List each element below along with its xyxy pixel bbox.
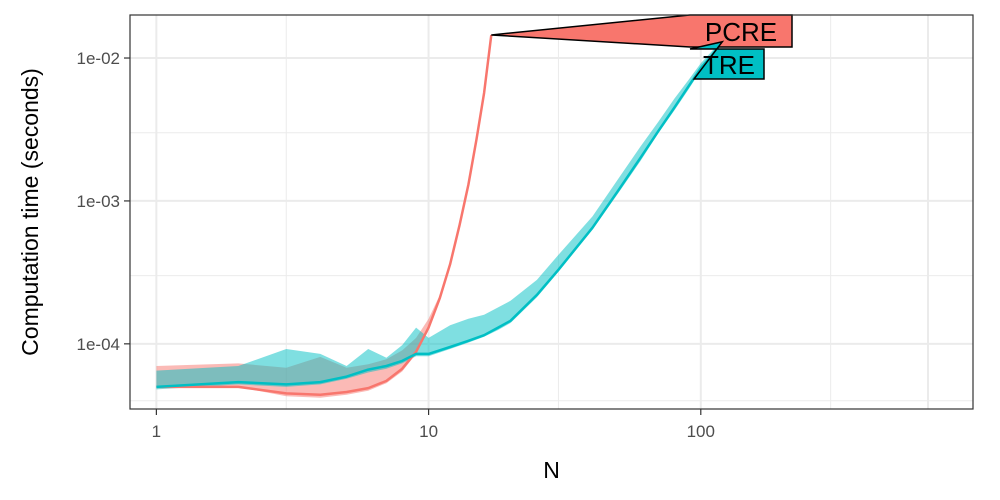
tre-label: TRE: [703, 50, 755, 80]
pcre-line: [156, 34, 493, 397]
tre-line: [156, 40, 724, 389]
y-axis-title: Computation time (seconds): [17, 68, 43, 356]
x-tick-label: 1: [152, 422, 161, 441]
axes: 1 10 100 1e-04 1e-03 1e-02: [77, 49, 715, 441]
pcre-label: PCRE: [705, 17, 777, 47]
y-tick-label: 1e-02: [77, 49, 120, 68]
y-tick-label: 1e-04: [77, 335, 120, 354]
series-lines: [156, 34, 724, 397]
y-tick-label: 1e-03: [77, 192, 120, 211]
pcre-label-box: [491, 14, 793, 48]
grid: [130, 15, 973, 409]
tre-ribbon: [156, 39, 723, 390]
plot-panel-border: [129, 14, 974, 410]
x-axis-title: N: [543, 457, 560, 483]
x-tick-label: 100: [687, 422, 715, 441]
x-tick-label: 10: [419, 422, 438, 441]
tre-label-box: [689, 40, 765, 80]
